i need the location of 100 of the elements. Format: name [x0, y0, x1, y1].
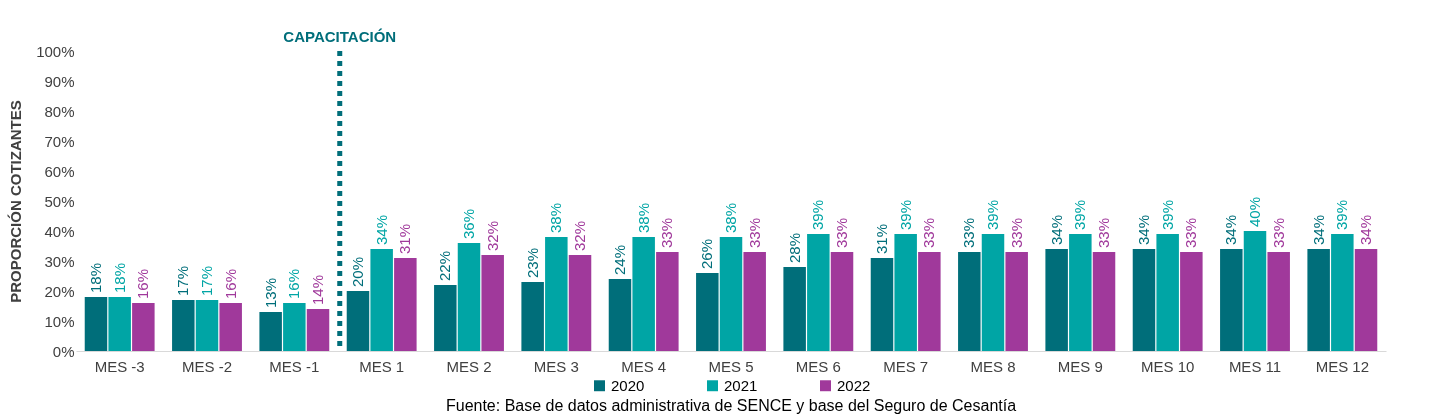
data-label: 13%	[261, 277, 279, 308]
data-label: 39%	[809, 199, 827, 230]
data-label: 39%	[1158, 199, 1176, 230]
data-label: 33%	[745, 217, 763, 248]
x-tick-label: MES 4	[621, 357, 667, 375]
data-label: 39%	[896, 199, 914, 230]
bar	[370, 249, 393, 351]
data-label: 32%	[483, 220, 501, 251]
bar	[219, 303, 242, 351]
data-label: 39%	[1333, 199, 1351, 230]
bar	[981, 234, 1005, 351]
legend-label: 2020	[611, 376, 645, 394]
x-tick-label: MES 2	[446, 357, 492, 375]
bar	[283, 303, 306, 351]
bar	[346, 291, 370, 351]
bar	[1220, 249, 1243, 351]
bar	[1069, 234, 1092, 351]
data-label: 33%	[1182, 217, 1200, 248]
bar	[783, 267, 806, 351]
x-tick-label: MES 9	[1057, 357, 1103, 375]
x-tick-label: MES 8	[970, 357, 1016, 375]
data-label: 14%	[309, 274, 327, 305]
y-tick-label: 50%	[44, 192, 75, 210]
data-label: 33%	[1007, 217, 1025, 248]
bar	[1092, 252, 1116, 351]
data-label: 18%	[86, 262, 104, 293]
bar	[1331, 234, 1354, 351]
bar	[656, 252, 679, 351]
data-label: 33%	[1269, 217, 1287, 248]
bar	[1354, 249, 1378, 351]
data-label: 33%	[833, 217, 851, 248]
data-label: 32%	[571, 220, 589, 251]
data-label: 16%	[285, 268, 303, 299]
bar	[545, 237, 568, 351]
bar	[1180, 252, 1203, 351]
data-label: 34%	[1134, 214, 1152, 245]
bar	[259, 312, 282, 351]
data-label: 38%	[634, 202, 652, 233]
bar	[394, 258, 417, 351]
bar	[608, 279, 632, 351]
data-label: 34%	[1222, 214, 1240, 245]
bar	[132, 303, 155, 351]
data-label: 23%	[523, 247, 541, 278]
bar	[306, 309, 330, 351]
data-label: 38%	[547, 202, 565, 233]
x-tick-label: MES -2	[181, 357, 233, 375]
x-tick-label: MES 3	[533, 357, 579, 375]
y-axis-title: PROPORCIÓN COTIZANTES	[7, 100, 25, 303]
x-tick-label: MES -3	[94, 357, 145, 375]
data-label: 24%	[610, 244, 628, 275]
data-label: 34%	[1309, 214, 1327, 245]
data-label: 34%	[1047, 214, 1065, 245]
data-label: 16%	[134, 268, 152, 299]
x-tick-label: MES -1	[269, 357, 320, 375]
x-tick-label: MES 7	[883, 357, 929, 375]
x-tick-label: MES 11	[1228, 357, 1282, 375]
data-label: 17%	[198, 265, 215, 296]
bar	[434, 285, 457, 351]
data-label: 40%	[1246, 196, 1263, 227]
bar	[1267, 252, 1290, 351]
x-tick-label: MES 1	[359, 357, 405, 375]
legend-label: 2022	[837, 376, 871, 394]
bar	[1243, 231, 1267, 351]
x-tick-label: MES 12	[1315, 357, 1370, 375]
bar	[1005, 252, 1028, 351]
bar	[918, 252, 941, 351]
bar	[481, 255, 504, 351]
bar	[108, 297, 131, 351]
data-label: 28%	[785, 232, 803, 263]
bar	[696, 273, 719, 351]
data-label: 33%	[920, 217, 938, 248]
data-label: 34%	[1357, 214, 1375, 245]
y-tick-label: 60%	[44, 162, 75, 180]
bar	[1307, 249, 1330, 351]
bar	[958, 252, 981, 351]
bar	[1132, 249, 1156, 351]
x-tick-label: MES 5	[708, 357, 754, 375]
x-tick-label: MES 10	[1140, 357, 1195, 375]
bar	[568, 255, 592, 351]
y-tick-label: 40%	[44, 222, 75, 240]
ref-line-label: CAPACITACIÓN	[283, 28, 397, 45]
data-label: 16%	[221, 268, 239, 299]
y-tick-label: 20%	[44, 282, 75, 300]
data-label: 17%	[174, 265, 192, 296]
bar	[719, 237, 743, 351]
data-label: 36%	[460, 208, 477, 239]
data-label: 31%	[396, 223, 414, 254]
data-label: 33%	[1095, 217, 1113, 248]
y-tick-label: 80%	[44, 102, 75, 120]
data-label: 39%	[984, 199, 1001, 230]
y-tick-label: 70%	[44, 132, 75, 150]
y-tick-label: 30%	[44, 252, 75, 270]
y-tick-label: 10%	[44, 312, 75, 330]
data-label: 18%	[110, 262, 128, 293]
bar	[807, 234, 830, 351]
y-tick-label: 100%	[36, 42, 75, 60]
data-label: 33%	[960, 217, 978, 248]
bar	[830, 252, 854, 351]
y-tick-label: 0%	[52, 342, 75, 360]
data-label: 26%	[698, 238, 716, 269]
